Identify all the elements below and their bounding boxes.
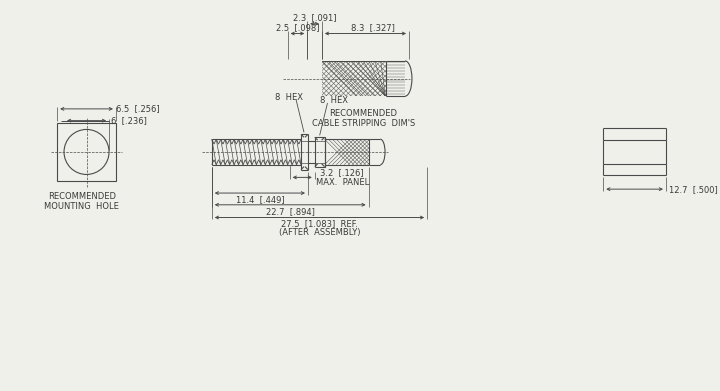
Text: RECOMMENDED: RECOMMENDED <box>330 109 397 118</box>
Text: RECOMMENDED: RECOMMENDED <box>48 192 116 201</box>
Text: 6.5  [.256]: 6.5 [.256] <box>116 104 159 113</box>
Text: CABLE STRIPPING  DIM'S: CABLE STRIPPING DIM'S <box>312 119 415 128</box>
Text: 27.5  [1.083]  REF.: 27.5 [1.083] REF. <box>281 219 358 228</box>
Text: 12.7  [.500]: 12.7 [.500] <box>669 185 718 194</box>
Text: 8  HEX: 8 HEX <box>275 93 303 102</box>
Text: 6  [.236]: 6 [.236] <box>111 116 147 125</box>
Text: MAX.  PANEL: MAX. PANEL <box>315 178 369 187</box>
Text: MOUNTING  HOLE: MOUNTING HOLE <box>44 202 119 211</box>
Text: 8.3  [.327]: 8.3 [.327] <box>351 23 395 32</box>
Text: 22.7  [.894]: 22.7 [.894] <box>266 207 315 216</box>
Bar <box>57 123 116 181</box>
Text: 2.5  [.098]: 2.5 [.098] <box>276 23 319 32</box>
Text: 11.4  [.449]: 11.4 [.449] <box>235 196 284 204</box>
Text: 8  HEX: 8 HEX <box>320 95 348 104</box>
Text: (AFTER  ASSEMBLY): (AFTER ASSEMBLY) <box>279 228 360 237</box>
Text: 2.3  [.091]: 2.3 [.091] <box>293 13 336 22</box>
Text: 3.2  [.126]: 3.2 [.126] <box>320 168 364 177</box>
